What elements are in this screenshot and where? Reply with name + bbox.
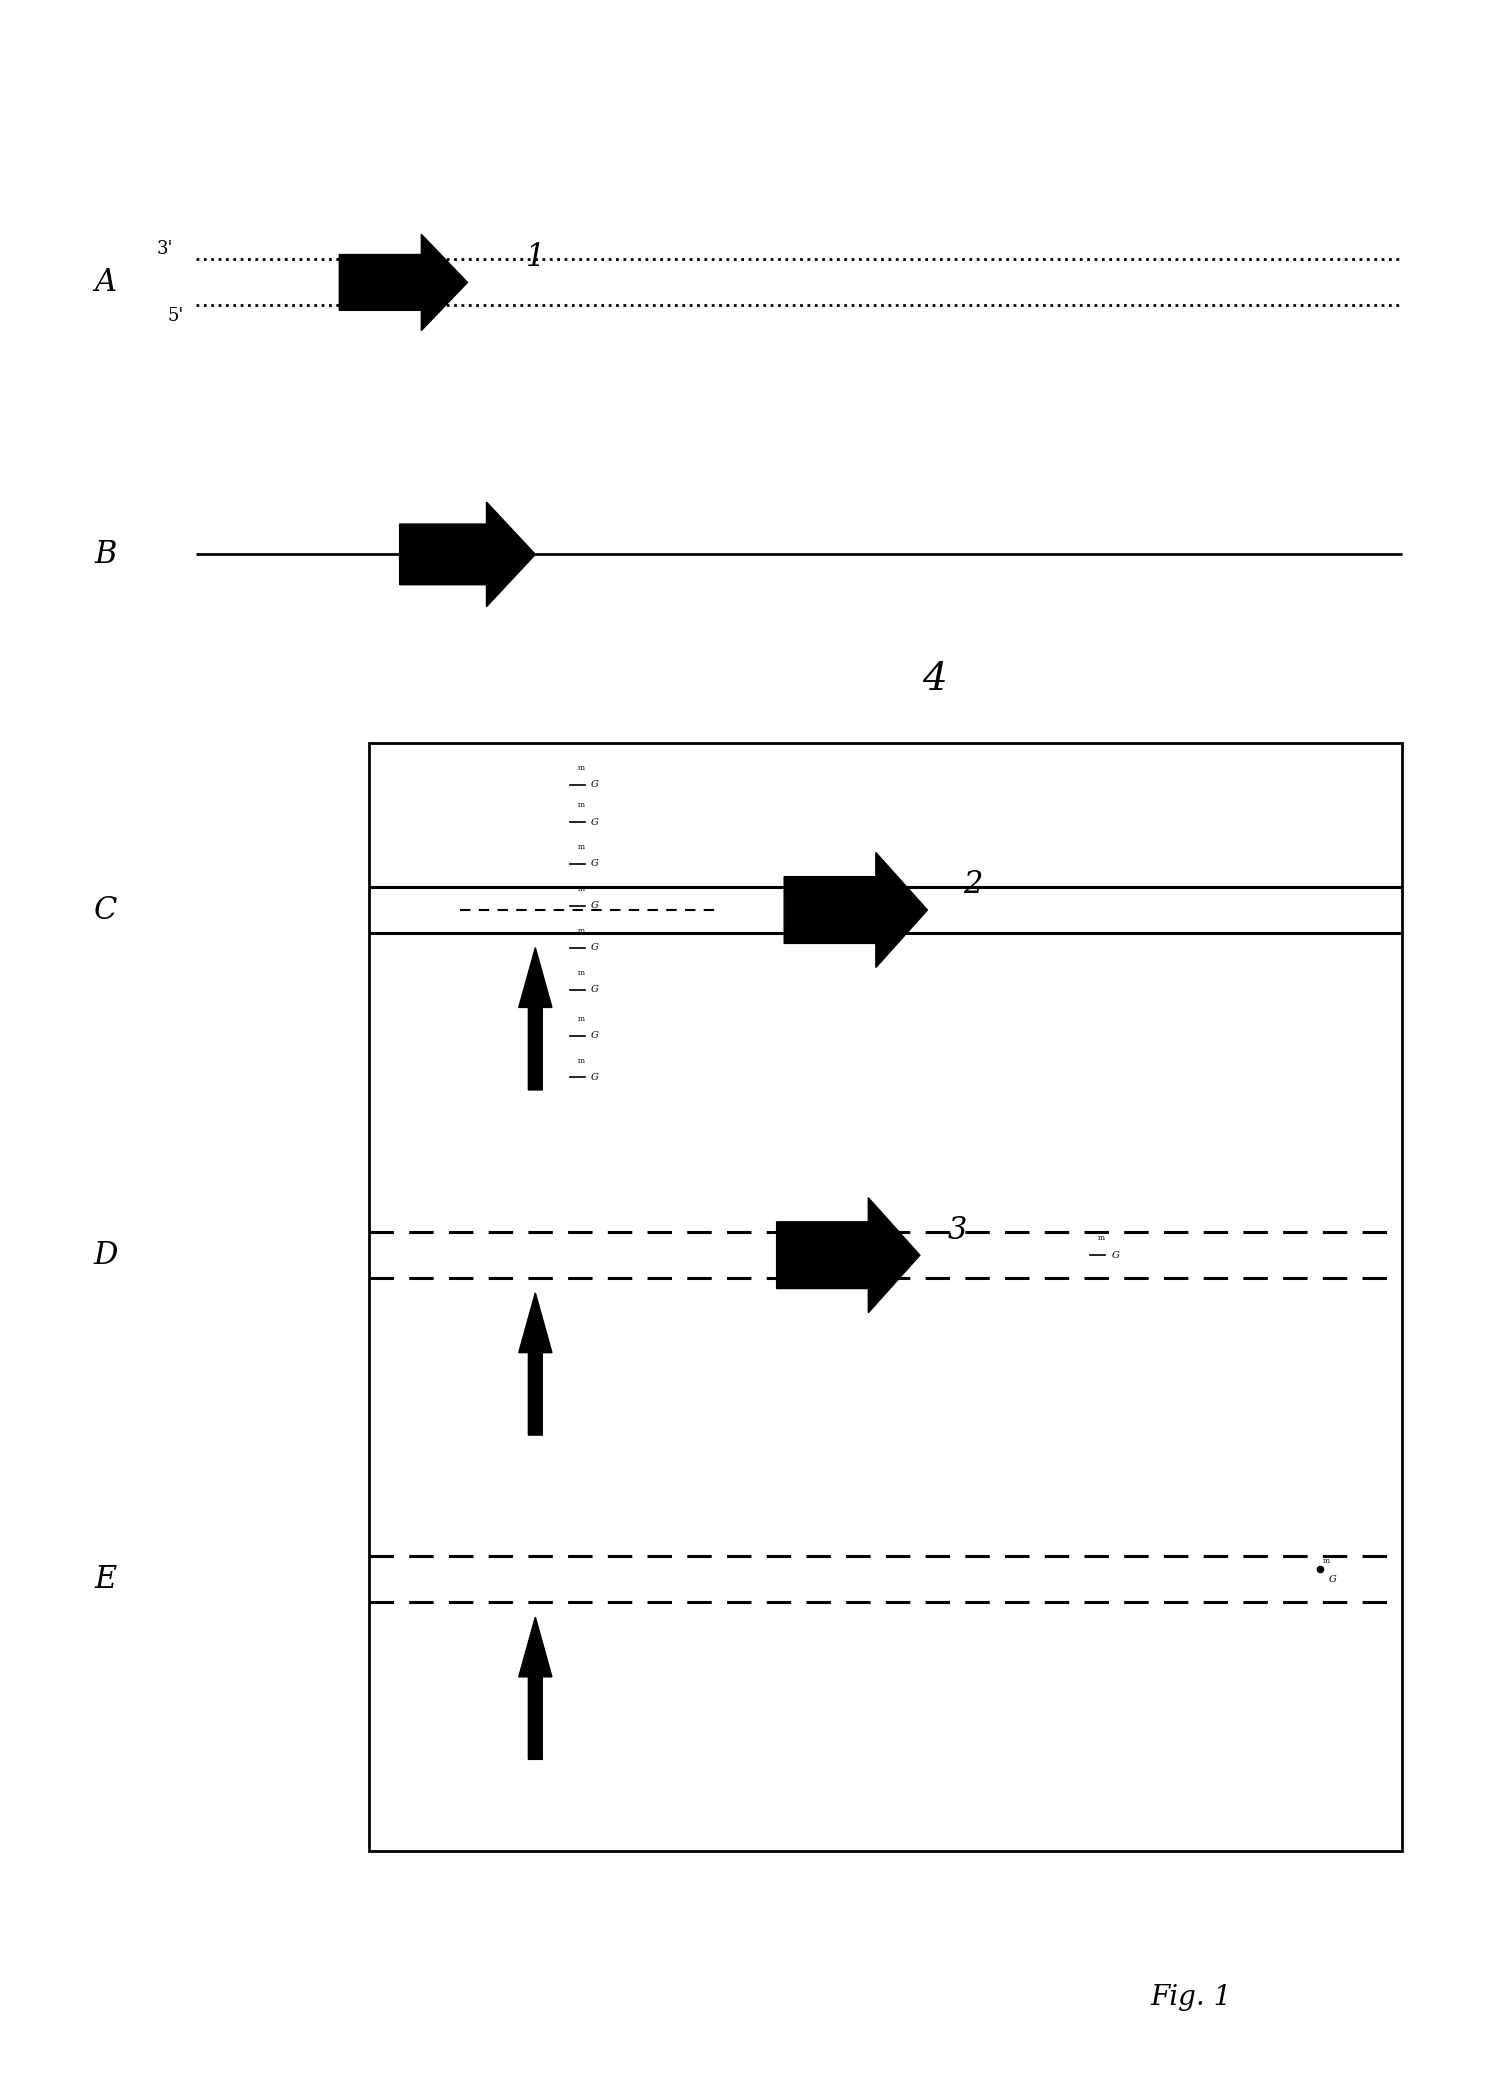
Polygon shape bbox=[519, 1617, 552, 1759]
Text: 4: 4 bbox=[923, 661, 947, 699]
Text: 3: 3 bbox=[949, 1215, 967, 1245]
Text: m: m bbox=[578, 969, 585, 977]
Text: G: G bbox=[591, 818, 599, 826]
Text: D: D bbox=[93, 1241, 118, 1270]
Text: G: G bbox=[591, 902, 599, 910]
Text: 2: 2 bbox=[964, 870, 982, 900]
Text: G: G bbox=[1329, 1575, 1336, 1584]
Text: m: m bbox=[578, 764, 585, 772]
Text: 5': 5' bbox=[167, 308, 184, 324]
Polygon shape bbox=[519, 948, 552, 1090]
Polygon shape bbox=[519, 1293, 552, 1435]
Text: G: G bbox=[591, 985, 599, 994]
Text: G: G bbox=[1111, 1251, 1119, 1259]
Text: m: m bbox=[1323, 1556, 1330, 1565]
Text: m: m bbox=[578, 927, 585, 935]
Text: G: G bbox=[591, 860, 599, 868]
Text: m: m bbox=[578, 843, 585, 851]
Text: E: E bbox=[95, 1565, 116, 1594]
Polygon shape bbox=[400, 502, 535, 607]
Text: 3': 3' bbox=[157, 241, 173, 257]
Bar bbox=[369, 743, 1402, 1851]
Text: B: B bbox=[95, 540, 116, 569]
Text: m: m bbox=[1098, 1234, 1105, 1243]
Text: G: G bbox=[591, 1031, 599, 1040]
Text: G: G bbox=[591, 780, 599, 789]
Text: m: m bbox=[578, 885, 585, 893]
Polygon shape bbox=[777, 1197, 920, 1314]
Polygon shape bbox=[339, 234, 467, 331]
Text: A: A bbox=[95, 268, 116, 297]
Text: G: G bbox=[591, 943, 599, 952]
Text: m: m bbox=[578, 1015, 585, 1023]
Polygon shape bbox=[784, 854, 927, 967]
Text: Fig. 1: Fig. 1 bbox=[1151, 1985, 1232, 2010]
Text: m: m bbox=[578, 801, 585, 810]
Text: C: C bbox=[93, 895, 118, 925]
Text: 1: 1 bbox=[526, 243, 544, 272]
Text: G: G bbox=[591, 1073, 599, 1082]
Text: m: m bbox=[578, 1056, 585, 1065]
